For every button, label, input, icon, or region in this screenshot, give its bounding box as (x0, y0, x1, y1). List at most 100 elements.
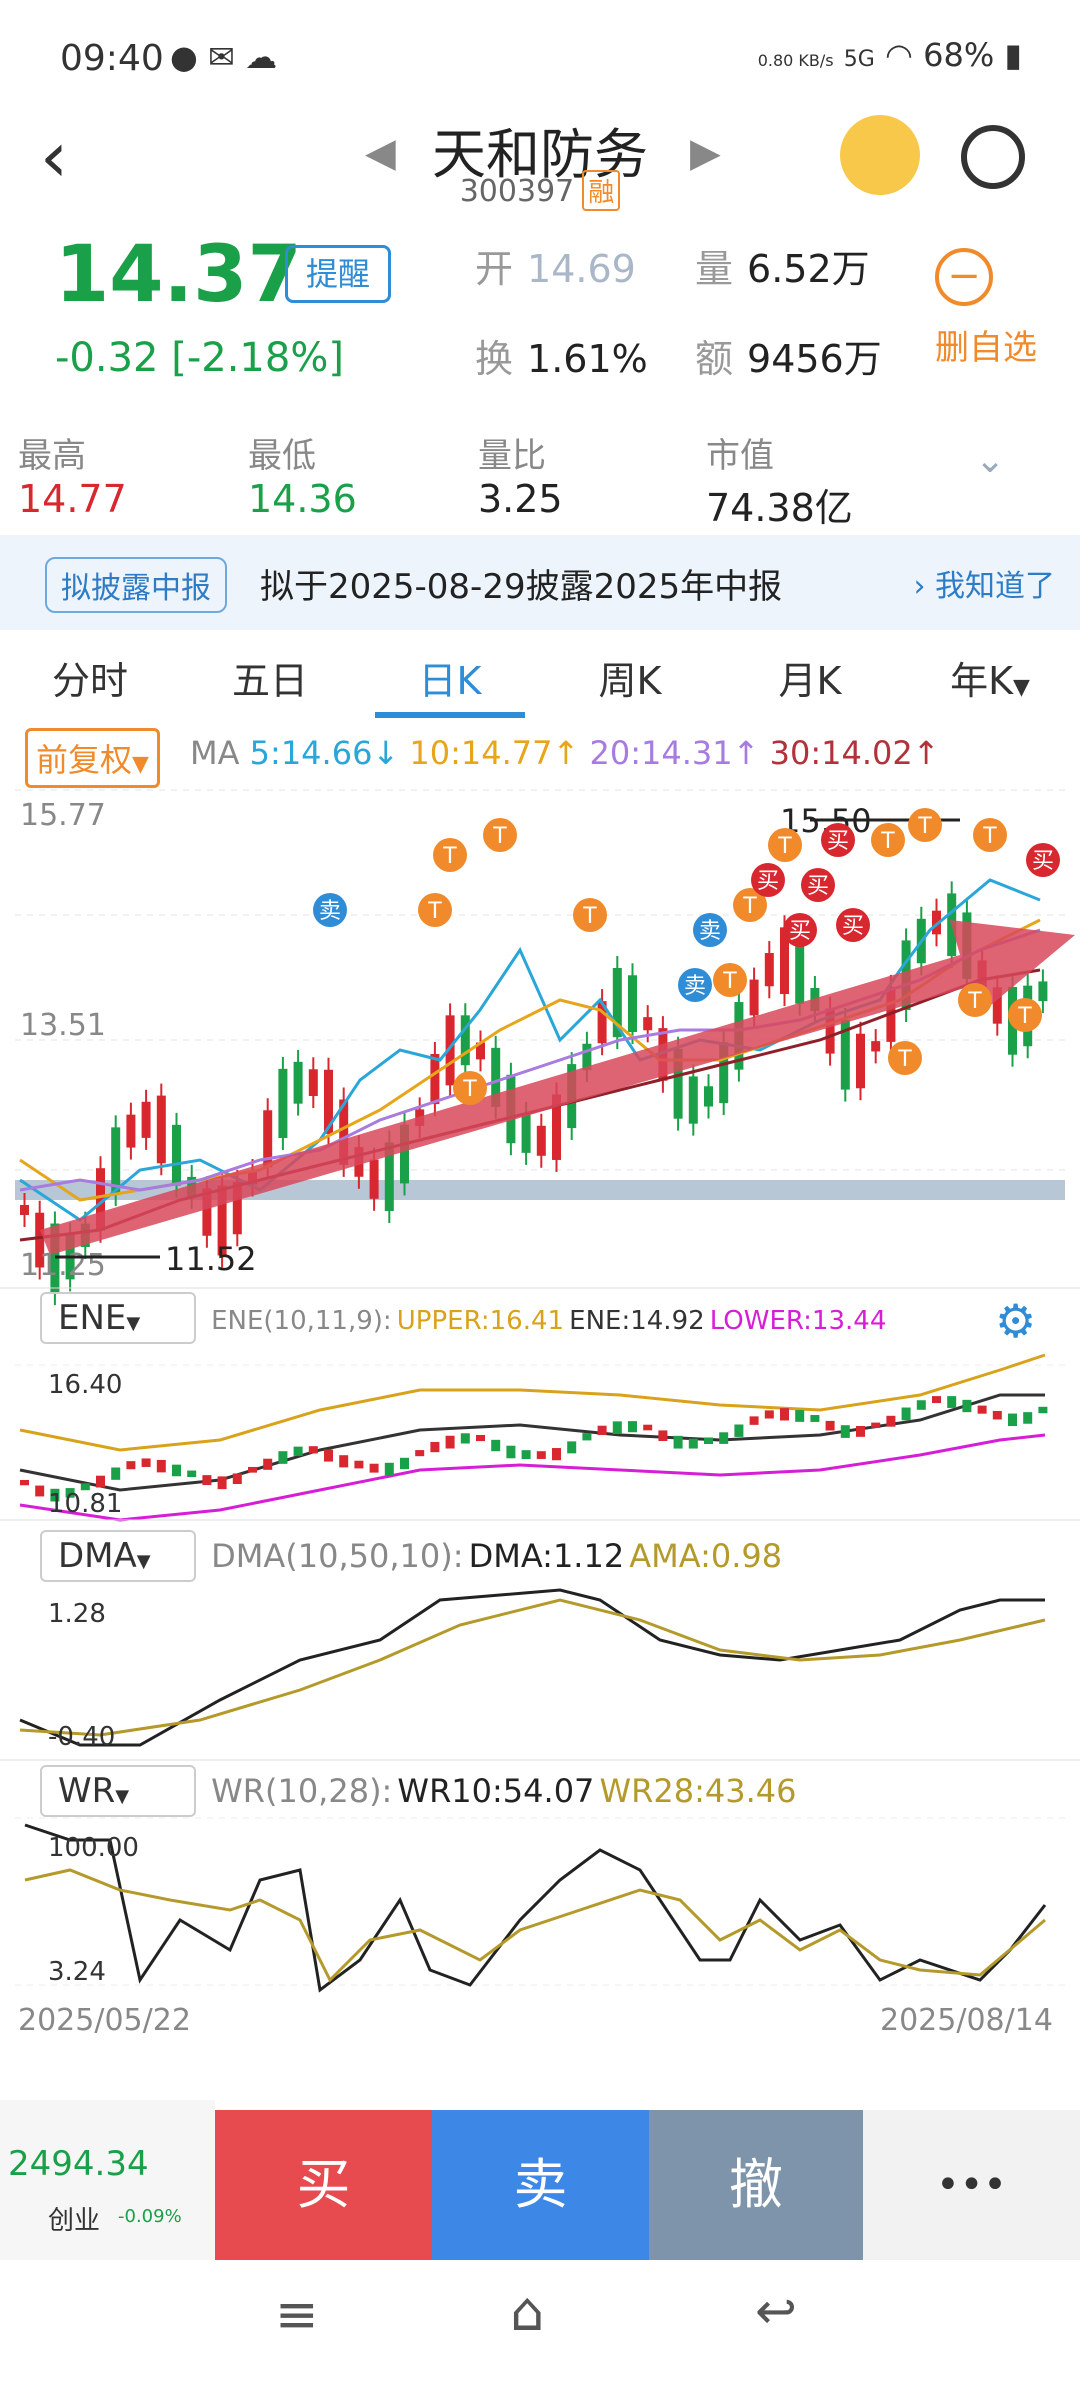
signal-label: T (462, 1077, 477, 1102)
ene-candle (840, 1425, 850, 1438)
back-icon[interactable]: ‹ (40, 116, 68, 198)
index-percent: -0.09% (118, 2206, 182, 2227)
remove-watchlist-button[interactable]: 删自选 (935, 328, 1037, 368)
ene-candle (734, 1424, 744, 1437)
ene-selector[interactable]: ENE▼ (40, 1292, 196, 1344)
dma-selector[interactable]: DMA▼ (40, 1530, 196, 1582)
signal-label: T (777, 834, 792, 859)
ene-candle (111, 1467, 121, 1480)
alert-button[interactable]: 提醒 (285, 245, 391, 303)
open-value: 14.69 (527, 247, 636, 291)
axis-bottom-label: 11.25 (20, 1248, 106, 1283)
amount-value: 9456万 (747, 337, 882, 381)
ene-lower-line (19, 1433, 1046, 1522)
mascot-icon[interactable] (840, 115, 920, 195)
ene-candle (628, 1421, 637, 1433)
signal-marker (573, 898, 607, 932)
tab-intraday[interactable]: 分时 (51, 659, 128, 703)
ene-candle (339, 1455, 349, 1468)
ene-lower: LOWER:13.44 (709, 1306, 887, 1336)
turnover-label: 换 (475, 337, 514, 381)
home-icon[interactable]: ⌂ (510, 2280, 545, 2343)
ene-upper: UPPER:16.41 (396, 1306, 565, 1336)
date-start: 2025/05/22 (18, 2003, 191, 2038)
signal-label: 买 (1032, 849, 1054, 874)
amount-row: 额 9456万 (695, 328, 882, 383)
ene-params: ENE(10,11,9): (211, 1306, 392, 1336)
ama-value: AMA:0.98 (629, 1537, 783, 1575)
margin-badge: 融 (582, 170, 621, 211)
signal-marker (768, 828, 802, 862)
adjust-label: 前复权 (36, 741, 133, 779)
ene-upper-line (19, 1353, 1046, 1452)
signal-label: T (582, 904, 597, 929)
dismiss-banner-button[interactable]: › 我知道了 (913, 569, 1055, 604)
cancel-order-button[interactable]: 撤 (649, 2110, 863, 2260)
tab-weekly[interactable]: 周K (598, 659, 662, 703)
turnover-value: 1.61% (527, 337, 648, 381)
more-button[interactable]: ••• (863, 2110, 1080, 2260)
ene-candle (719, 1432, 729, 1444)
ene-candle (992, 1410, 1002, 1420)
wr28-value: WR28:43.46 (599, 1772, 797, 1810)
buy-button[interactable]: 买 (215, 2110, 432, 2260)
signal-label: 买 (789, 919, 811, 944)
tab-five-day[interactable]: 五日 (231, 659, 308, 703)
signal-label: T (917, 814, 932, 839)
tab-daily[interactable]: 日K (418, 659, 482, 703)
signal-marker (693, 913, 727, 947)
sell-button[interactable]: 卖 (432, 2110, 649, 2260)
ene-candle (962, 1399, 972, 1413)
ma-values: MA 5:14.66↓ 10:14.77↑ 20:14.31↑ 30:14.02… (190, 734, 940, 772)
ene-candle (202, 1475, 212, 1486)
adjust-dropdown[interactable]: 前复权▼ (25, 728, 160, 788)
stat-label: 量比 (478, 436, 546, 476)
ene-candle (643, 1424, 653, 1431)
expand-chevron-icon[interactable]: ⌄ (975, 440, 1006, 481)
ene-candle (658, 1430, 668, 1441)
tab-monthly[interactable]: 月K (778, 659, 842, 703)
ene-candle (764, 1410, 774, 1419)
wr-selector[interactable]: WR▼ (40, 1765, 196, 1817)
prev-stock-icon[interactable]: ◀ (365, 130, 396, 176)
current-price: 14.37 (55, 230, 302, 320)
stock-code-row: 300397 融 (0, 170, 1080, 211)
wifi-icon: ◠ (885, 36, 913, 74)
next-stock-icon[interactable]: ▶ (690, 130, 721, 176)
settings-gear-icon[interactable]: ⚙ (995, 1294, 1037, 1348)
ene-candle (1023, 1412, 1033, 1424)
change-value: -0.32 (55, 335, 159, 381)
signal-label: T (880, 829, 895, 854)
wr-header: WR▼ WR(10,28): WR10:54.07 WR28:43.46 (40, 1765, 796, 1817)
index-widget[interactable]: 2494.34 创业 -0.09% (0, 2100, 215, 2260)
ene-candle (886, 1415, 896, 1427)
ene-candle (65, 1488, 75, 1498)
signal-label: T (897, 1047, 912, 1072)
ene-candle (825, 1420, 835, 1431)
stat-value: 14.36 (248, 477, 357, 521)
ene-candle (263, 1458, 273, 1470)
signal-label: 卖 (684, 974, 706, 999)
signal-label: T (742, 894, 757, 919)
back-nav-icon[interactable]: ↩ (755, 2282, 797, 2340)
signal-label: 买 (807, 874, 829, 899)
wr-name: WR (58, 1771, 116, 1811)
ene-candle (491, 1439, 501, 1452)
search-icon[interactable] (961, 125, 1025, 189)
dropdown-icon: ▼ (115, 1786, 130, 1807)
ene-candle (172, 1464, 181, 1477)
volume-label: 量 (695, 247, 734, 291)
amount-label: 额 (695, 337, 734, 381)
signal-icon: 5G (843, 47, 875, 72)
trade-bar: 2494.34 创业 -0.09% 买 卖 撤 ••• (0, 2100, 1080, 2260)
ene-candle (20, 1480, 29, 1486)
signal-label: 卖 (319, 899, 341, 924)
tab-yearly[interactable]: 年K▼ (900, 650, 1080, 705)
menu-icon[interactable]: ≡ (275, 2285, 319, 2345)
remove-watchlist-icon[interactable]: − (935, 248, 993, 306)
ene-candle (795, 1410, 805, 1422)
ene-candle (932, 1396, 941, 1404)
battery-level: 68% (923, 36, 995, 74)
